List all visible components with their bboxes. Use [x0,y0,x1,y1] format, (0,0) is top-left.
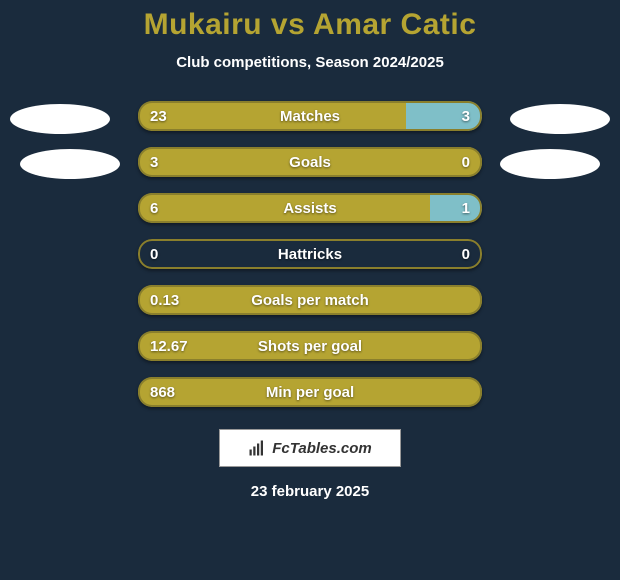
bars-container: 233Matches 30Goals 61Assists 00Hattricks 0.1… [138,101,482,423]
stat-label: Min per goal [138,384,482,401]
stat-label: Matches [138,108,482,125]
stat-row: 00Hattricks [138,239,482,269]
stat-label: Hattricks [138,246,482,263]
comparison-chart: 233Matches 30Goals 61Assists 00Hattricks 0.1… [0,101,620,411]
team-badge-left-2 [20,149,120,179]
stat-label: Goals per match [138,292,482,309]
comparison-subtitle: Club competitions, Season 2024/2025 [0,54,620,71]
chart-icon [248,439,266,457]
brand-badge: FcTables.com [219,429,401,467]
snapshot-date: 23 february 2025 [0,483,620,500]
stat-row: 868Min per goal [138,377,482,407]
team-badge-right-2 [500,149,600,179]
stat-label: Goals [138,154,482,171]
stat-row: 233Matches [138,101,482,131]
stat-row: 0.13Goals per match [138,285,482,315]
stat-row: 30Goals [138,147,482,177]
stat-row: 12.67Shots per goal [138,331,482,361]
stat-row: 61Assists [138,193,482,223]
brand-text: FcTables.com [272,440,371,457]
comparison-title: Mukairu vs Amar Catic [0,0,620,42]
stat-label: Assists [138,200,482,217]
team-badge-right-1 [510,104,610,134]
team-badge-left-1 [10,104,110,134]
stat-label: Shots per goal [138,338,482,355]
